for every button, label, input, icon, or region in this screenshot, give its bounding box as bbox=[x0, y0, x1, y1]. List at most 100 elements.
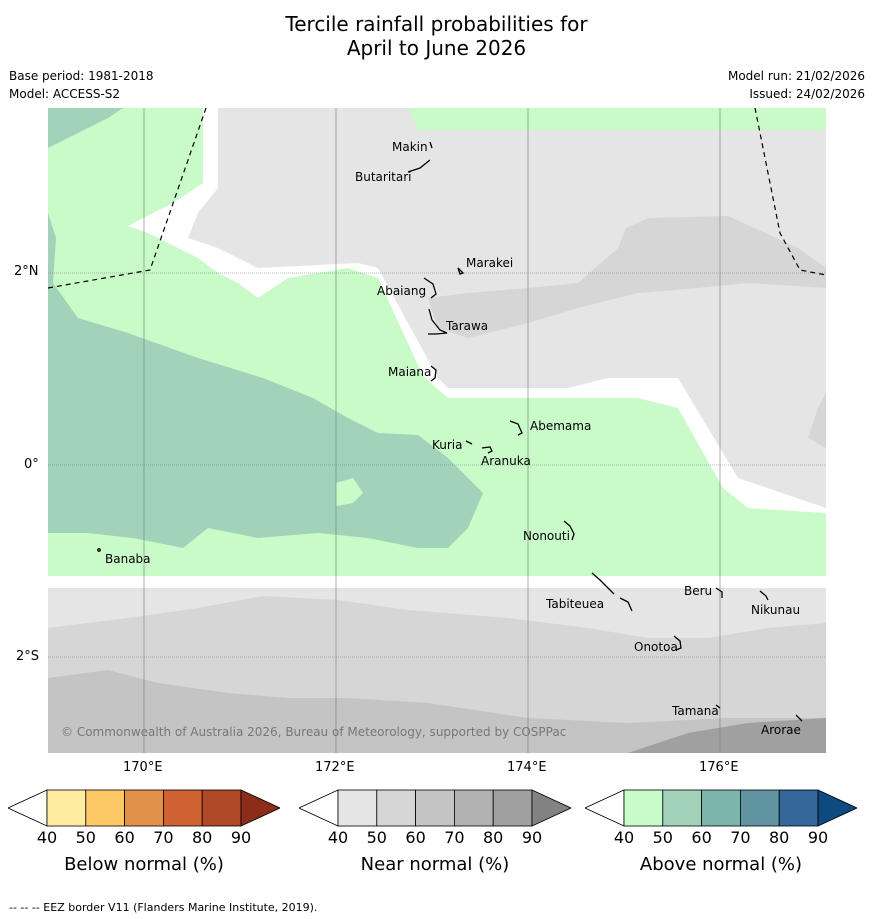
colorbar-segment bbox=[124, 789, 164, 827]
gridlines bbox=[48, 108, 826, 753]
island-nikunau-outline bbox=[759, 590, 769, 601]
island-outlines bbox=[97, 141, 803, 722]
above-normal-50-60-region bbox=[48, 213, 483, 548]
colorbar-tick-label: 40 bbox=[327, 828, 349, 847]
island-onotoa-outline bbox=[673, 635, 682, 651]
lat-label-2n: 2°N bbox=[14, 264, 39, 279]
colorbar-segment bbox=[376, 789, 417, 827]
label-banaba: Banaba bbox=[105, 552, 151, 566]
issued-date: Issued: 24/02/2026 bbox=[749, 87, 865, 101]
colorbar-below-normal bbox=[7, 788, 281, 828]
colorbar-near-normal-svg bbox=[298, 789, 572, 827]
lon-label-170e: 170°E bbox=[123, 760, 163, 775]
colorbar-tick-label: 60 bbox=[405, 828, 426, 847]
colorbar-tick-label: 80 bbox=[483, 828, 504, 847]
colorbar-segment bbox=[739, 789, 780, 827]
model-run-date: Model run: 21/02/2026 bbox=[727, 69, 865, 83]
colorbar-tick-label: 70 bbox=[444, 828, 465, 847]
colorbar-segment bbox=[46, 789, 87, 827]
colorbar-tick-label: 80 bbox=[769, 828, 790, 847]
island-butaritari-outline bbox=[407, 159, 431, 173]
rainfall-map: Makin Butaritari Marakei Abaiang Tarawa … bbox=[48, 108, 826, 753]
colorbar-tick-label: 90 bbox=[807, 828, 829, 847]
label-maiana: Maiana bbox=[388, 365, 431, 379]
near-normal-50-60-north bbox=[428, 216, 826, 338]
colorbar-segment-under bbox=[584, 789, 625, 827]
above-normal-top-strip bbox=[408, 108, 826, 130]
colorbar-near-normal-title: Near normal (%) bbox=[360, 854, 510, 875]
lat-label-2s: 2°S bbox=[16, 649, 40, 664]
label-arorae: Arorae bbox=[761, 723, 801, 737]
colorbar-segment bbox=[337, 789, 378, 827]
colorbar-above-normal bbox=[584, 788, 858, 828]
colorbar-segment bbox=[201, 789, 242, 827]
label-tabiteuea: Tabiteuea bbox=[545, 597, 604, 611]
colorbar-above-normal-svg bbox=[584, 789, 858, 827]
label-marakei: Marakei bbox=[466, 256, 513, 270]
island-nonouti-outline bbox=[563, 520, 575, 541]
label-onotoa: Onotoa bbox=[634, 640, 678, 654]
colorbar-tick-label: 50 bbox=[652, 828, 673, 847]
base-period: Base period: 1981-2018 bbox=[9, 69, 154, 83]
island-marakei-outline bbox=[457, 267, 465, 275]
colorbar-tick-label: 40 bbox=[613, 828, 635, 847]
colorbar-segment bbox=[623, 789, 664, 827]
colorbar-tick-label: 40 bbox=[36, 828, 58, 847]
eez-border bbox=[48, 108, 826, 289]
label-abaiang: Abaiang bbox=[377, 284, 426, 298]
colorbar-segment bbox=[662, 789, 703, 827]
island-abaiang-outline bbox=[423, 277, 437, 299]
island-labels: Makin Butaritari Marakei Abaiang Tarawa … bbox=[105, 140, 801, 737]
colorbar-below-normal-title: Below normal (%) bbox=[64, 854, 224, 875]
island-abemama-outline bbox=[509, 420, 523, 436]
near-normal-70-80-south bbox=[628, 718, 826, 753]
label-makin: Makin bbox=[392, 140, 428, 154]
colorbar-segment-over bbox=[240, 789, 281, 827]
colorbar-segment-under bbox=[7, 789, 48, 827]
colorbar-tick-label: 50 bbox=[366, 828, 387, 847]
island-makin-outline bbox=[429, 141, 433, 149]
lat-label-0: 0° bbox=[24, 457, 39, 472]
above-normal-40-50-pocket bbox=[336, 478, 363, 506]
colorbar-tick-label: 90 bbox=[230, 828, 252, 847]
label-tamana: Tamana bbox=[671, 704, 719, 718]
copyright-notice: © Commonwealth of Australia 2026, Bureau… bbox=[61, 725, 566, 739]
colorbar-segment-under bbox=[298, 789, 339, 827]
colorbar-segment bbox=[492, 789, 533, 827]
label-kuria: Kuria bbox=[432, 438, 463, 452]
near-normal-50-60-east bbox=[808, 393, 826, 448]
colorbar-tick-label: 50 bbox=[75, 828, 96, 847]
island-kuria-outline bbox=[465, 440, 473, 445]
island-tabiteuea-south-outline bbox=[619, 597, 633, 612]
island-tabiteuea-north-outline bbox=[591, 572, 615, 595]
colorbar-segment bbox=[453, 789, 494, 827]
label-abemama: Abemama bbox=[530, 419, 591, 433]
colorbar-segment bbox=[85, 789, 126, 827]
lon-label-176e: 176°E bbox=[699, 760, 739, 775]
lon-label-172e: 172°E bbox=[315, 760, 355, 775]
island-aranuka-outline bbox=[481, 446, 493, 454]
colorbar-segment bbox=[162, 789, 203, 827]
colorbar-segment-over bbox=[531, 789, 572, 827]
colorbar-segment bbox=[415, 789, 455, 827]
island-arorae-outline bbox=[795, 714, 803, 722]
island-maiana-outline bbox=[430, 365, 437, 382]
eez-legend-footer: -- -- -- EEZ border V11 (Flanders Marine… bbox=[9, 901, 318, 914]
island-tamana-outline bbox=[715, 704, 721, 709]
colorbar-segment-over bbox=[817, 789, 858, 827]
colorbar-tick-label: 60 bbox=[691, 828, 712, 847]
label-nikunau: Nikunau bbox=[751, 603, 800, 617]
eez-border-west bbox=[48, 108, 207, 289]
model-name: Model: ACCESS-S2 bbox=[9, 87, 121, 101]
colorbar-above-normal-title: Above normal (%) bbox=[639, 854, 803, 875]
lon-label-174e: 174°E bbox=[507, 760, 547, 775]
island-beru-outline bbox=[715, 587, 723, 598]
label-tarawa: Tarawa bbox=[445, 319, 488, 333]
label-nonouti: Nonouti bbox=[523, 529, 570, 543]
colorbar-tick-label: 70 bbox=[153, 828, 174, 847]
island-banaba-outline bbox=[97, 548, 101, 552]
label-beru: Beru bbox=[684, 584, 712, 598]
colorbar-near-normal bbox=[298, 788, 572, 828]
colorbar-tick-label: 60 bbox=[114, 828, 135, 847]
colorbar-tick-label: 70 bbox=[730, 828, 751, 847]
